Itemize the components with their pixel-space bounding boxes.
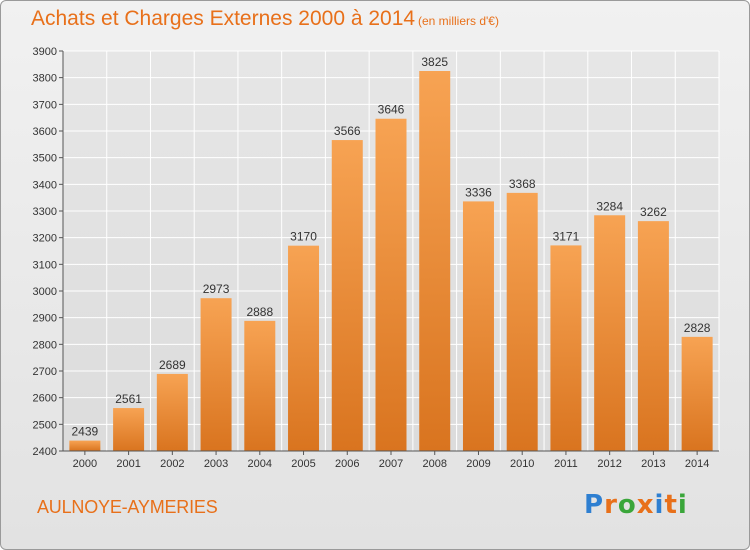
proxiti-logo: Proxiti (584, 490, 688, 520)
logo-letter: i (677, 490, 688, 520)
y-tick-label: 2500 (33, 419, 57, 431)
bar-2005 (288, 245, 320, 451)
x-tick-label: 2014 (685, 458, 709, 470)
x-tick-label: 2001 (116, 458, 140, 470)
bar-value-label: 3368 (509, 177, 536, 191)
bars: 2439 2561 2689 2973 2888 3170 3566 3646 3825 3336… (69, 55, 713, 452)
y-tick-label: 3300 (33, 206, 57, 218)
x-tick-label: 2005 (291, 458, 315, 470)
y-tick-label: 3000 (33, 286, 57, 298)
x-tick-label: 2003 (204, 458, 228, 470)
town-name: AULNOYE-AYMERIES (37, 497, 218, 517)
bar-value-label: 3171 (553, 229, 580, 243)
bar-value-label: 2439 (72, 425, 99, 439)
x-tick-label: 2004 (248, 458, 272, 470)
bar-2008 (419, 71, 451, 451)
x-tick-label: 2008 (422, 458, 446, 470)
y-tick-label: 3200 (33, 233, 57, 245)
bar-2004 (244, 320, 276, 451)
bar-value-label: 3262 (640, 205, 667, 219)
bar-value-label: 3170 (290, 230, 317, 244)
y-tick-label: 2400 (33, 446, 57, 458)
bar-value-label: 3825 (421, 55, 448, 69)
x-tick-label: 2011 (554, 458, 578, 470)
bar-2001 (113, 408, 145, 451)
bar-2006 (331, 140, 363, 452)
y-tick-label: 3800 (33, 73, 57, 85)
logo-letter: t (664, 490, 678, 520)
x-tick-label: 2012 (597, 458, 621, 470)
bar-2013 (637, 221, 669, 451)
bar-value-label: 3646 (378, 103, 405, 117)
bar-2012 (594, 215, 626, 451)
x-tick-label: 2013 (641, 458, 665, 470)
bar-value-label: 2973 (203, 282, 230, 296)
x-tick-label: 2007 (379, 458, 403, 470)
y-tick-label: 3500 (33, 153, 57, 165)
x-tick-label: 2002 (160, 458, 184, 470)
y-tick-label: 3400 (33, 179, 57, 191)
bar-2007 (375, 118, 407, 451)
bar-2009 (462, 201, 494, 451)
y-tick-label: 2900 (33, 313, 57, 325)
bar-2014 (681, 336, 713, 451)
y-tick-label: 3100 (33, 259, 57, 271)
bar-value-label: 3566 (334, 124, 361, 138)
x-tick-label: 2009 (466, 458, 490, 470)
chart-title: Achats et Charges Externes 2000 à 2014 (31, 7, 416, 30)
bar-2000 (69, 440, 101, 451)
logo-letter: o (617, 490, 637, 520)
bar-2002 (156, 373, 188, 451)
y-tick-label: 2700 (33, 366, 57, 378)
bar-value-label: 2828 (684, 321, 711, 335)
x-tick-label: 2010 (510, 458, 534, 470)
bar-2011 (550, 245, 582, 451)
axes: 2400 2500 2600 2700 2800 2900 3000 3100 3200 3300… (33, 46, 719, 470)
chart-unit-subtitle: (en milliers d'€) (418, 14, 499, 28)
logo-letter: P (584, 490, 605, 520)
y-tick-label: 2600 (33, 393, 57, 405)
bar-2010 (506, 192, 538, 451)
bar-2003 (200, 298, 232, 451)
y-tick-label: 3700 (33, 99, 57, 111)
y-tick-label: 3900 (33, 46, 57, 58)
bar-value-label: 2689 (159, 358, 186, 372)
bar-value-label: 2561 (115, 392, 142, 406)
bar-value-label: 2888 (246, 305, 273, 319)
x-tick-label: 2000 (73, 458, 97, 470)
bar-value-label: 3336 (465, 185, 492, 199)
logo-letter: x (636, 490, 655, 520)
bar-value-label: 3284 (596, 199, 623, 213)
x-tick-label: 2006 (335, 458, 359, 470)
y-tick-label: 3600 (33, 126, 57, 138)
y-tick-label: 2800 (33, 339, 57, 351)
logo-letter: r (604, 490, 618, 520)
logo-letter: i (654, 490, 665, 520)
